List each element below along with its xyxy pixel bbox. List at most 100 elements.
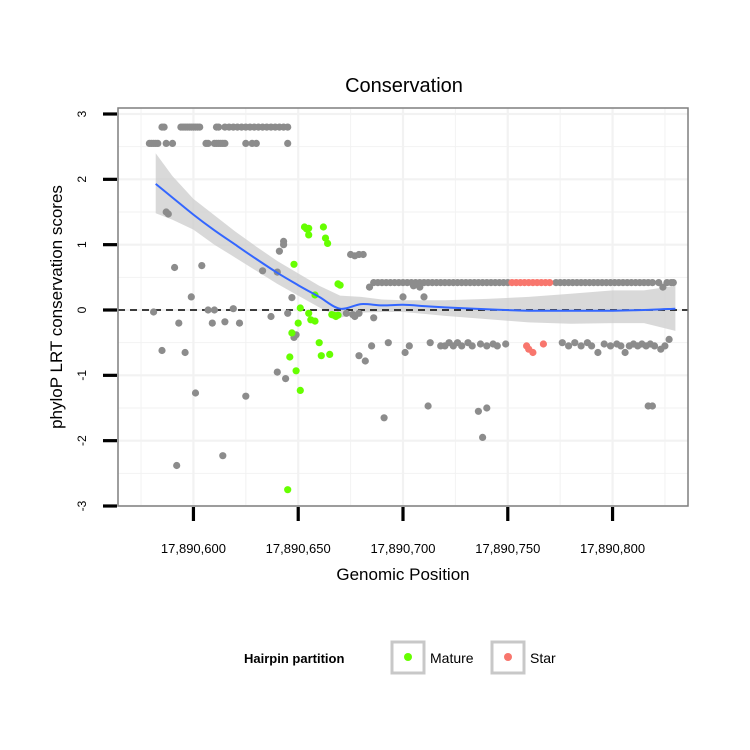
x-tick-label: 17,890,600 xyxy=(161,541,226,556)
y-axis-title: phyloP LRT conservation scores xyxy=(47,185,66,429)
data-point-other xyxy=(181,348,189,357)
data-point-other xyxy=(474,407,482,415)
data-point-other xyxy=(229,305,237,313)
confidence-ribbon xyxy=(155,153,676,331)
data-point-mature xyxy=(305,309,313,317)
data-point-other xyxy=(154,139,162,147)
data-point-other xyxy=(401,348,409,357)
data-point-other xyxy=(380,414,388,422)
data-point-other xyxy=(648,402,657,410)
data-point-other xyxy=(280,237,288,245)
data-point-other xyxy=(221,139,229,147)
data-point-other xyxy=(210,306,218,314)
data-point-other xyxy=(204,306,212,314)
legend: Hairpin partition Mature Star xyxy=(244,640,556,675)
data-point-other xyxy=(168,139,177,147)
data-point-other xyxy=(282,375,290,383)
data-point-other xyxy=(355,309,363,317)
data-point-other xyxy=(365,283,374,291)
y-tick-label: -1 xyxy=(75,370,89,381)
y-tick-label: 1 xyxy=(75,241,89,248)
x-axis-title: Genomic Position xyxy=(336,565,469,584)
data-point-other xyxy=(359,250,367,259)
data-point-other xyxy=(175,319,183,327)
data-point-other xyxy=(493,342,501,350)
y-tick-label: -2 xyxy=(75,435,89,446)
data-point-other xyxy=(158,346,166,355)
data-point-other xyxy=(187,293,195,301)
legend-label-mature: Mature xyxy=(430,650,474,666)
data-point-other xyxy=(242,392,250,400)
data-point-other xyxy=(405,342,413,350)
data-point-other xyxy=(361,357,369,365)
data-point-other xyxy=(160,123,168,131)
data-point-other xyxy=(594,348,602,357)
data-point-other xyxy=(565,342,573,350)
y-axis: -3 -2 -1 0 1 2 3 xyxy=(75,110,117,511)
data-point-mature xyxy=(305,224,313,232)
data-point-other xyxy=(617,342,625,350)
smooth-fit-line xyxy=(155,183,676,312)
data-point-star xyxy=(546,279,554,287)
data-point-other xyxy=(198,262,206,270)
data-point-other xyxy=(196,123,204,131)
data-point-other xyxy=(577,342,585,350)
data-point-other xyxy=(204,139,212,147)
data-point-other xyxy=(267,312,275,321)
data-point-star xyxy=(529,348,537,357)
legend-title: Hairpin partition xyxy=(244,651,344,666)
data-point-other xyxy=(606,342,615,350)
legend-swatch-mature xyxy=(404,653,412,661)
data-point-other xyxy=(468,342,476,350)
data-point-other xyxy=(284,309,292,317)
chart-title: Conservation xyxy=(345,75,463,97)
confidence-ribbon-layer xyxy=(155,153,676,331)
data-point-other xyxy=(150,308,158,316)
data-point-other xyxy=(502,340,510,348)
legend-swatch-star xyxy=(504,653,512,661)
data-point-other xyxy=(162,139,170,147)
data-point-other xyxy=(665,335,673,343)
x-tick-label: 17,890,650 xyxy=(266,541,331,556)
data-point-other xyxy=(370,314,378,322)
y-tick-label: 2 xyxy=(75,176,89,183)
data-point-other xyxy=(215,123,223,131)
y-tick-label: 0 xyxy=(75,306,89,313)
data-point-mature xyxy=(290,260,298,268)
data-point-other xyxy=(242,139,250,147)
panel-border xyxy=(117,107,689,507)
data-point-other xyxy=(173,461,181,470)
data-point-other xyxy=(588,342,596,350)
data-point-mature xyxy=(317,352,325,360)
data-point-other xyxy=(368,342,376,350)
data-point-mature xyxy=(315,339,323,347)
x-tick-label: 17,890,750 xyxy=(475,541,540,556)
data-point-other xyxy=(476,340,485,348)
data-point-mature xyxy=(296,386,304,394)
data-point-other xyxy=(221,318,229,326)
x-tick-label: 17,890,800 xyxy=(580,541,645,556)
data-point-other xyxy=(426,339,434,347)
data-point-other xyxy=(284,123,292,131)
legend-item-mature: Mature xyxy=(390,640,474,675)
legend-label-star: Star xyxy=(530,650,556,666)
x-tick-label: 17,890,700 xyxy=(370,541,435,556)
data-point-other xyxy=(273,368,281,376)
data-point-mature xyxy=(296,304,304,312)
data-point-other xyxy=(342,309,350,317)
data-point-other xyxy=(655,279,663,287)
data-point-other xyxy=(171,263,179,272)
y-tick-label: 3 xyxy=(75,110,89,117)
data-point-other xyxy=(399,293,407,301)
data-point-mature xyxy=(286,353,294,361)
y-tick-label: -3 xyxy=(75,500,89,511)
data-point-other xyxy=(458,342,466,350)
data-point-mature xyxy=(324,239,332,247)
data-point-other xyxy=(669,279,677,287)
x-axis: 17,890,600 17,890,650 17,890,700 17,890,750… xyxy=(161,507,645,556)
data-point-other xyxy=(558,339,566,347)
data-point-other xyxy=(219,452,227,460)
data-point-other xyxy=(384,339,392,347)
data-point-other xyxy=(235,319,244,327)
